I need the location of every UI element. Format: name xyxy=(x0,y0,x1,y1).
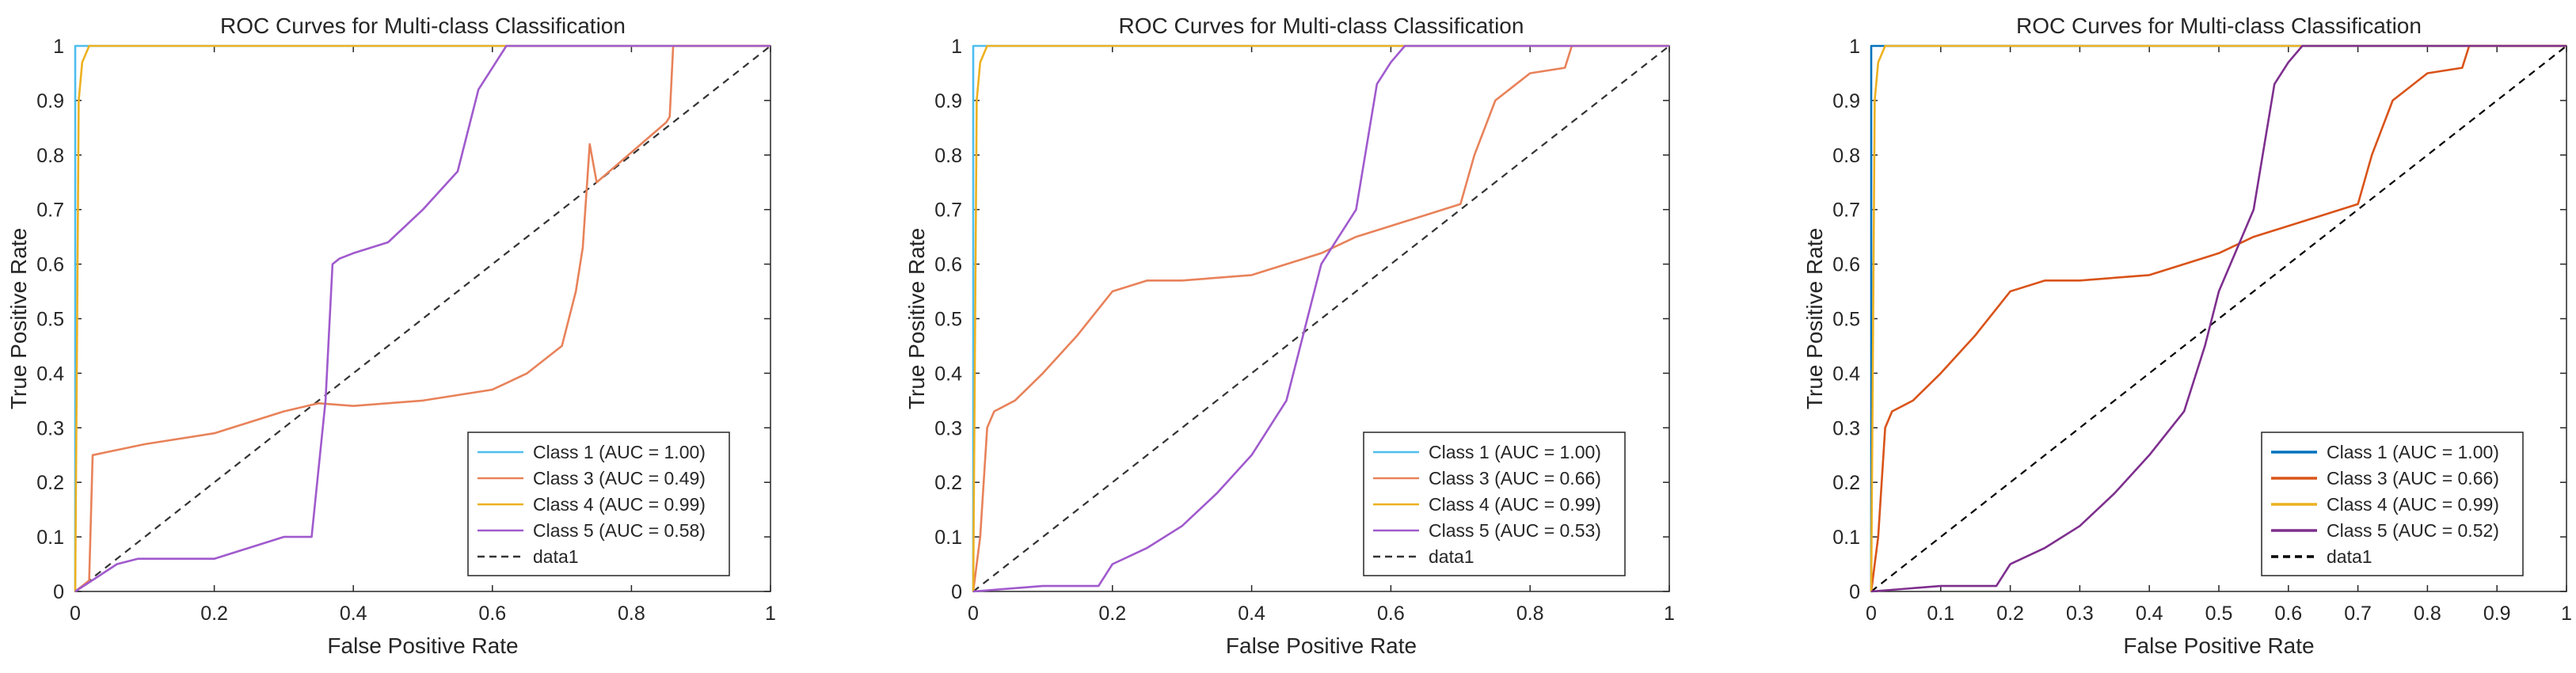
y-tick-label: 0.9 xyxy=(1832,90,1860,112)
y-tick-label: 0.1 xyxy=(1832,527,1860,549)
series-line-4 xyxy=(74,44,771,593)
legend-entry: Class 4 (AUC = 0.99) xyxy=(533,494,706,515)
y-tick-label: 0.7 xyxy=(1832,200,1860,222)
legend-entry: data1 xyxy=(2327,546,2372,567)
y-axis-label: True Positive Rate xyxy=(1802,228,1827,409)
legend-entry: Class 3 (AUC = 0.66) xyxy=(1429,468,1601,489)
y-tick-label: 0.7 xyxy=(36,200,64,222)
x-tick-label: 0 xyxy=(968,603,979,625)
y-axis-label: True Positive Rate xyxy=(904,228,929,409)
y-tick-label: 0.9 xyxy=(36,90,64,112)
roc-chart-3: 0 0.1 0.2 0.3 0.4 0.5 0.6 0.7 0.8 0.9 1 0 0.1 0.2 0.3 0… xyxy=(1802,13,2572,658)
y-tick-label: 0.6 xyxy=(934,254,962,276)
y-tick-label: 0.8 xyxy=(934,145,962,167)
x-tick-label: 0.8 xyxy=(2414,603,2441,625)
x-tick-label: 0.6 xyxy=(2274,603,2302,625)
series-line-2 xyxy=(1870,44,2566,592)
x-tick-label: 0.2 xyxy=(1098,603,1126,625)
legend-entry: Class 5 (AUC = 0.52) xyxy=(2327,520,2499,541)
y-tick-label: 0 xyxy=(951,581,962,603)
legend-entry: Class 3 (AUC = 0.49) xyxy=(533,468,706,489)
legend-entry: Class 1 (AUC = 1.00) xyxy=(1429,442,1601,462)
y-tick-label: 0.6 xyxy=(36,254,64,276)
y-tick-label: 0.3 xyxy=(36,417,64,439)
legend-entry: Class 4 (AUC = 0.99) xyxy=(2327,494,2499,515)
y-tick-label: 0.9 xyxy=(934,90,962,112)
x-tick-label: 0.9 xyxy=(2483,603,2511,625)
x-tick-label: 0.8 xyxy=(1516,603,1544,625)
series-line-5 xyxy=(972,45,1670,592)
y-tick-label: 0.2 xyxy=(36,472,64,494)
y-tick-label: 0.5 xyxy=(36,309,64,331)
x-tick-label: 0 xyxy=(1866,603,1877,625)
y-tick-label: 0.7 xyxy=(934,200,962,222)
y-tick-label: 1 xyxy=(53,36,64,58)
series-line-4 xyxy=(1870,44,2566,593)
x-axis-label: False Positive Rate xyxy=(1226,633,1417,658)
x-tick-label: 0.6 xyxy=(478,603,506,625)
legend-entry: Class 3 (AUC = 0.66) xyxy=(2327,468,2499,489)
y-axis-label: True Positive Rate xyxy=(6,228,31,409)
series-line-2 xyxy=(74,44,771,593)
legend-entry: data1 xyxy=(533,546,579,567)
roc-chart-2: 0 0.2 0.4 0.6 0.8 1 0 0.1 0.2 0.3 0.4 0.5 0.6 0.7 0.8 0… xyxy=(904,13,1675,658)
y-tick-label: 0 xyxy=(53,581,64,603)
x-axis-label: False Positive Rate xyxy=(2123,633,2314,658)
x-tick-label: 0.3 xyxy=(2066,603,2094,625)
y-tick-label: 0 xyxy=(1849,581,1860,603)
legend-entry: Class 1 (AUC = 1.00) xyxy=(2327,442,2499,462)
x-tick-label: 0.4 xyxy=(1238,603,1265,625)
series-line-3 xyxy=(972,44,1669,592)
y-tick-label: 0.6 xyxy=(1832,254,1860,276)
chart-title: ROC Curves for Multi-class Classificatio… xyxy=(220,13,626,38)
y-tick-label: 0.4 xyxy=(934,363,962,385)
x-tick-label: 0.6 xyxy=(1377,603,1405,625)
x-tick-label: 1 xyxy=(2561,603,2572,625)
y-tick-label: 0.5 xyxy=(934,309,962,331)
y-tick-label: 0.3 xyxy=(1832,417,1860,439)
x-tick-label: 0.7 xyxy=(2344,603,2372,625)
legend-entry: Class 5 (AUC = 0.53) xyxy=(1429,520,1601,541)
y-tick-label: 0.8 xyxy=(36,145,64,167)
y-tick-label: 0.5 xyxy=(1832,309,1860,331)
x-tick-label: 0.2 xyxy=(1996,603,2024,625)
x-tick-label: 0 xyxy=(70,603,81,625)
series-line-3 xyxy=(74,44,771,592)
roc-chart-1: 0 0.2 0.4 0.6 0.8 1 0 0.1 0.2 0.3 0.4 0.5 0.6 0.7 0.8 0… xyxy=(6,13,776,658)
series-line-2 xyxy=(972,44,1669,592)
y-tick-label: 0.2 xyxy=(934,472,962,494)
legend-entry: Class 5 (AUC = 0.58) xyxy=(533,520,706,541)
y-tick-label: 0.1 xyxy=(934,527,962,549)
y-tick-label: 0.8 xyxy=(1832,145,1860,167)
y-tick-label: 0.4 xyxy=(1832,363,1860,385)
legend-entry: Class 4 (AUC = 0.99) xyxy=(1429,494,1601,515)
x-tick-label: 1 xyxy=(1664,603,1675,625)
x-axis-label: False Positive Rate xyxy=(327,633,518,658)
x-tick-label: 0.8 xyxy=(618,603,645,625)
chart-title: ROC Curves for Multi-class Classificatio… xyxy=(2016,13,2422,38)
x-tick-label: 1 xyxy=(765,603,776,625)
series-line-4 xyxy=(972,44,1669,593)
series-line-5 xyxy=(1870,45,2567,592)
y-tick-label: 1 xyxy=(951,36,962,58)
legend-entry: Class 1 (AUC = 1.00) xyxy=(533,442,706,462)
legend-entry: data1 xyxy=(1429,546,1474,567)
y-tick-label: 0.4 xyxy=(36,363,64,385)
x-tick-label: 0.2 xyxy=(200,603,228,625)
chart-title: ROC Curves for Multi-class Classificatio… xyxy=(1119,13,1524,38)
series-line-5 xyxy=(74,45,771,592)
y-tick-label: 0.1 xyxy=(36,527,64,549)
y-tick-label: 1 xyxy=(1849,36,1860,58)
x-tick-label: 0.1 xyxy=(1927,603,1954,625)
x-tick-label: 0.4 xyxy=(2136,603,2163,625)
x-tick-label: 0.4 xyxy=(340,603,367,625)
x-tick-label: 0.5 xyxy=(2205,603,2233,625)
series-line-3 xyxy=(1870,44,2566,592)
y-tick-label: 0.3 xyxy=(934,417,962,439)
y-tick-label: 0.2 xyxy=(1832,472,1860,494)
